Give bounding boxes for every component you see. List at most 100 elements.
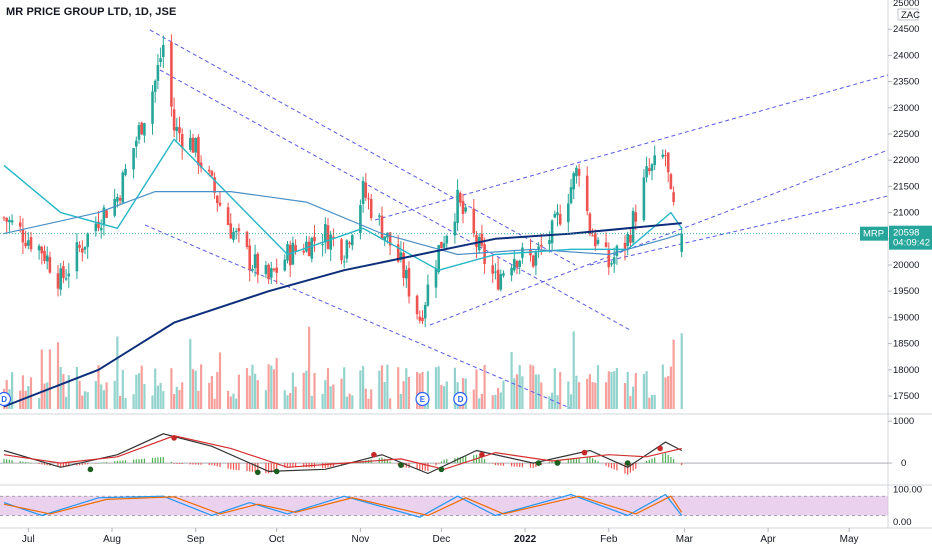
price-tick-label: 18500	[893, 339, 919, 350]
event-marker-label: D	[1, 395, 7, 404]
volume-bar	[181, 382, 184, 409]
volume-bar	[75, 366, 78, 409]
candle-body	[510, 267, 513, 276]
candle-body	[378, 215, 381, 217]
candle-body	[62, 266, 65, 278]
volume-bar	[38, 398, 41, 409]
candle-body	[275, 267, 278, 273]
macd-histogram-bar	[11, 460, 13, 464]
candle-body	[137, 125, 141, 140]
macd-histogram-bar	[384, 458, 386, 464]
candle-body	[40, 246, 44, 254]
volume-bar	[251, 364, 254, 409]
macd-histogram-bar	[573, 458, 575, 464]
macd-histogram-bar	[586, 457, 588, 464]
macd-histogram-bar	[416, 463, 418, 470]
price-tick-label: 18000	[893, 365, 919, 376]
macd-histogram-bar	[232, 463, 235, 470]
volume-bar	[613, 371, 616, 409]
volume-bar	[191, 369, 195, 409]
volume-bar	[416, 371, 419, 409]
macd-histogram-bar	[65, 463, 67, 467]
volume-bar	[294, 386, 297, 409]
macd-histogram-bar	[654, 457, 656, 464]
candle-body	[199, 162, 203, 168]
volume-bar	[235, 398, 238, 409]
volume-bar	[397, 367, 400, 409]
candle-body	[5, 218, 8, 222]
macd-histogram-bar	[351, 462, 353, 464]
candle-body	[43, 250, 46, 261]
macd-histogram-bar	[46, 463, 48, 466]
macd-histogram-bar	[670, 456, 672, 464]
volume-bar	[491, 395, 494, 409]
macd-histogram-bar	[219, 463, 221, 467]
macd-histogram-bar	[443, 459, 445, 464]
macd-histogram-bar	[554, 460, 556, 464]
macd-histogram-bar	[497, 463, 499, 466]
time-tick-label: Oct	[269, 534, 285, 545]
price-tick-label: 20000	[893, 260, 919, 271]
candle-body	[135, 140, 138, 147]
volume-bar	[380, 365, 384, 409]
candle-body	[172, 109, 176, 131]
volume-bar	[43, 383, 46, 409]
candle-body	[27, 240, 30, 246]
volume-bar	[669, 366, 672, 409]
candle-body	[588, 213, 592, 234]
volume-bar	[140, 365, 143, 409]
macd-histogram-bar	[532, 463, 534, 468]
macd-histogram-bar	[60, 463, 62, 468]
volume-bar	[359, 370, 362, 409]
macd-histogram-bar	[516, 463, 518, 467]
candle-body	[45, 255, 49, 262]
candle-body	[78, 245, 81, 248]
candle-body	[310, 237, 314, 259]
candle-body	[178, 127, 181, 134]
candle-body	[661, 154, 665, 157]
macd-histogram-bar	[41, 463, 43, 465]
volume-bar	[162, 391, 165, 409]
volume-bar	[475, 369, 478, 409]
volume-bar	[605, 382, 608, 409]
volume-bar	[426, 371, 429, 409]
macd-histogram-bar	[478, 456, 480, 464]
macd-histogram-bar	[284, 463, 286, 468]
candle-body	[440, 241, 443, 249]
macd-histogram-bar	[662, 454, 664, 464]
candle-body	[531, 255, 535, 267]
macd-histogram-bar	[327, 463, 329, 468]
candle-body	[631, 210, 635, 243]
volume-bar	[156, 385, 159, 409]
volume-bar	[521, 376, 524, 409]
candle-body	[191, 137, 195, 153]
volume-bar	[24, 390, 27, 409]
candle-body	[251, 268, 254, 271]
candle-body	[162, 44, 165, 58]
candle-body	[124, 168, 127, 176]
macd-histogram-bar	[440, 461, 442, 464]
macd-histogram-bar	[19, 461, 21, 464]
volume-bar	[607, 371, 610, 409]
candle-body	[623, 243, 627, 249]
macd-histogram-bar	[462, 456, 464, 464]
macd-histogram-bar	[268, 463, 270, 474]
macd-histogram-bar	[235, 463, 237, 470]
candle-body	[210, 170, 214, 176]
candle-body	[612, 257, 616, 264]
candle-body	[248, 245, 251, 270]
candle-body	[180, 134, 184, 148]
candle-body	[56, 273, 60, 289]
volume-bar	[332, 384, 335, 409]
volume-bar	[672, 339, 675, 409]
candle-body	[585, 175, 589, 212]
last-price-value: 20598	[893, 228, 919, 239]
stoch-line-k	[3, 493, 683, 518]
candle-body	[189, 137, 192, 150]
volume-bar	[405, 368, 408, 409]
macd-histogram-bar	[305, 463, 307, 468]
candle-body	[361, 180, 365, 204]
volume-bar	[321, 393, 324, 409]
